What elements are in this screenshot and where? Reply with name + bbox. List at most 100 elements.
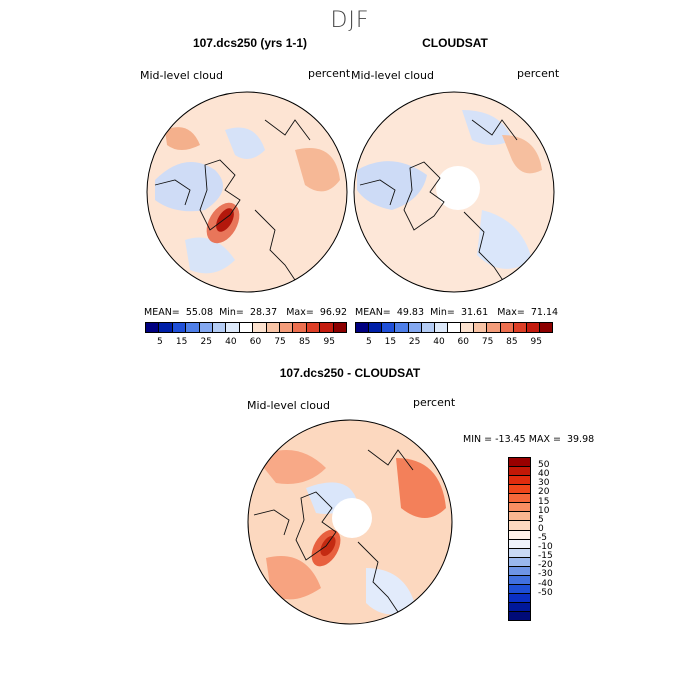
- panel1-blue-patch-north: [225, 127, 265, 159]
- panel3-orange-patch-east: [396, 458, 446, 518]
- panel3-polar-gap: [332, 498, 372, 538]
- panel3-variable-label: Mid-level cloud: [247, 399, 330, 412]
- panel2-coastline-north: [471, 119, 518, 141]
- colorbar-tick-label: 20: [538, 487, 550, 498]
- panel3-min-max-stats: MIN = -13.45 MAX = 39.98: [463, 434, 595, 445]
- colorbar-tick-label: 30: [538, 478, 550, 489]
- panel3-orange-patch-sw: [266, 556, 321, 600]
- panel1-orange-patch-nw: [165, 127, 200, 150]
- colorbar-tick-label: -30: [538, 569, 553, 580]
- panel3-colorbar-ticks: 50 40 30 20 15 10 5 0 -5 -10 -15 -20 -30 -40 -50: [538, 457, 578, 621]
- panel2-polar-gap: [436, 166, 480, 210]
- colorbar-swatch: [509, 612, 530, 621]
- colorbar-swatch: [509, 503, 530, 513]
- panel3-orange-patch-nw: [256, 450, 326, 484]
- panel2-blue-patch-west: [357, 161, 427, 210]
- colorbar-tick-label: 5: [538, 514, 544, 525]
- colorbar-tick-label: 15: [384, 337, 397, 347]
- season-title: DJF: [330, 8, 370, 33]
- colorbar-tick-label: 40: [538, 469, 550, 480]
- panel1-hotspot-core: [216, 208, 234, 232]
- colorbar-swatch: [447, 323, 462, 332]
- colorbar-swatch: [226, 323, 240, 332]
- colorbar-tick-label: -20: [538, 560, 553, 571]
- colorbar-swatch: [280, 323, 294, 332]
- colorbar-swatch: [509, 548, 530, 558]
- colorbar-swatch: [509, 485, 530, 495]
- panel1-polar-map: [146, 91, 348, 293]
- colorbar-swatch: [306, 323, 321, 332]
- panel1-units-label: percent: [308, 67, 351, 80]
- panel2-units-label: percent: [517, 67, 560, 80]
- colorbar-swatch: [159, 323, 173, 332]
- colorbar-swatch: [293, 323, 307, 332]
- colorbar-swatch: [395, 323, 409, 332]
- panel1-blue-patch-south: [185, 237, 235, 274]
- colorbar-tick-label: 25: [408, 337, 421, 347]
- colorbar-swatch: [509, 566, 530, 576]
- colorbar-tick-label: 25: [200, 337, 212, 347]
- panel2-colorbar-ticks: 5 15 25 40 60 75 85 95: [366, 337, 542, 347]
- colorbar-swatch: [186, 323, 200, 332]
- colorbar-swatch: [461, 323, 475, 332]
- colorbar-swatch: [253, 323, 267, 332]
- colorbar-swatch: [509, 603, 530, 613]
- colorbar-tick-label: -40: [538, 578, 553, 589]
- panel1-title: 107.dcs250 (yrs 1-1): [192, 36, 308, 50]
- panel1-coastline-north: [264, 119, 311, 141]
- colorbar-swatch: [509, 521, 530, 531]
- colorbar-swatch: [513, 323, 527, 332]
- colorbar-tick-label: 95: [530, 337, 542, 347]
- colorbar-swatch: [509, 539, 530, 549]
- colorbar-swatch: [509, 512, 530, 522]
- colorbar-swatch: [526, 323, 540, 332]
- panel1-variable-label: Mid-level cloud: [140, 69, 223, 82]
- colorbar-swatch: [172, 323, 187, 332]
- panel1-coastline-west: [154, 179, 191, 206]
- panel2-orange-patch-east: [502, 135, 542, 174]
- panel1-coastline-eurasia: [254, 209, 296, 281]
- panel3-colorbar: [508, 457, 531, 621]
- colorbar-swatch: [509, 458, 530, 468]
- colorbar-swatch: [356, 323, 370, 332]
- panel2-colorbar: [355, 322, 553, 333]
- colorbar-swatch: [509, 476, 530, 486]
- panel2-stats: MEAN= 49.83 Min= 31.61 Max= 71.14: [355, 307, 559, 318]
- colorbar-swatch: [500, 323, 514, 332]
- colorbar-swatch: [408, 323, 422, 332]
- colorbar-tick-label: -50: [538, 587, 553, 598]
- colorbar-tick-label: 85: [298, 337, 311, 347]
- panel3-units-label: percent: [413, 396, 456, 409]
- panel2-coastline-greenland: [403, 161, 445, 231]
- colorbar-swatch: [213, 323, 227, 332]
- colorbar-swatch: [509, 467, 530, 477]
- panel3-coastline-west: [253, 509, 290, 536]
- panel3-coastline-eurasia: [357, 541, 399, 613]
- panel2-polar-map: [353, 91, 555, 293]
- colorbar-swatch: [509, 494, 530, 504]
- panel2-variable-label: Mid-level cloud: [351, 69, 434, 82]
- panel3-coastline-greenland: [295, 491, 337, 561]
- colorbar-tick-label: 60: [457, 337, 469, 347]
- colorbar-swatch: [509, 593, 530, 603]
- colorbar-tick-label: 60: [249, 337, 262, 347]
- colorbar-swatch: [199, 323, 214, 332]
- panel3-blue-patch-south: [366, 568, 416, 615]
- colorbar-tick-label: -5: [538, 533, 547, 543]
- colorbar-tick-label: 40: [225, 337, 237, 347]
- panel2-blue-patch-southeast: [477, 210, 532, 269]
- colorbar-swatch: [369, 323, 383, 332]
- colorbar-tick-label: 0: [538, 523, 544, 534]
- colorbar-swatch: [333, 323, 347, 332]
- colorbar-swatch: [146, 323, 160, 332]
- colorbar-tick-label: 5: [157, 337, 163, 347]
- colorbar-tick-label: 75: [274, 337, 286, 347]
- colorbar-swatch: [266, 323, 281, 332]
- colorbar-swatch: [434, 323, 448, 332]
- colorbar-tick-label: 40: [433, 337, 445, 347]
- colorbar-tick-label: -10: [538, 542, 553, 553]
- colorbar-tick-label: 5: [366, 337, 372, 347]
- colorbar-swatch: [509, 557, 530, 567]
- colorbar-swatch: [474, 323, 488, 332]
- panel1-colorbar-ticks: 5 15 25 40 60 75 85 95: [157, 337, 335, 347]
